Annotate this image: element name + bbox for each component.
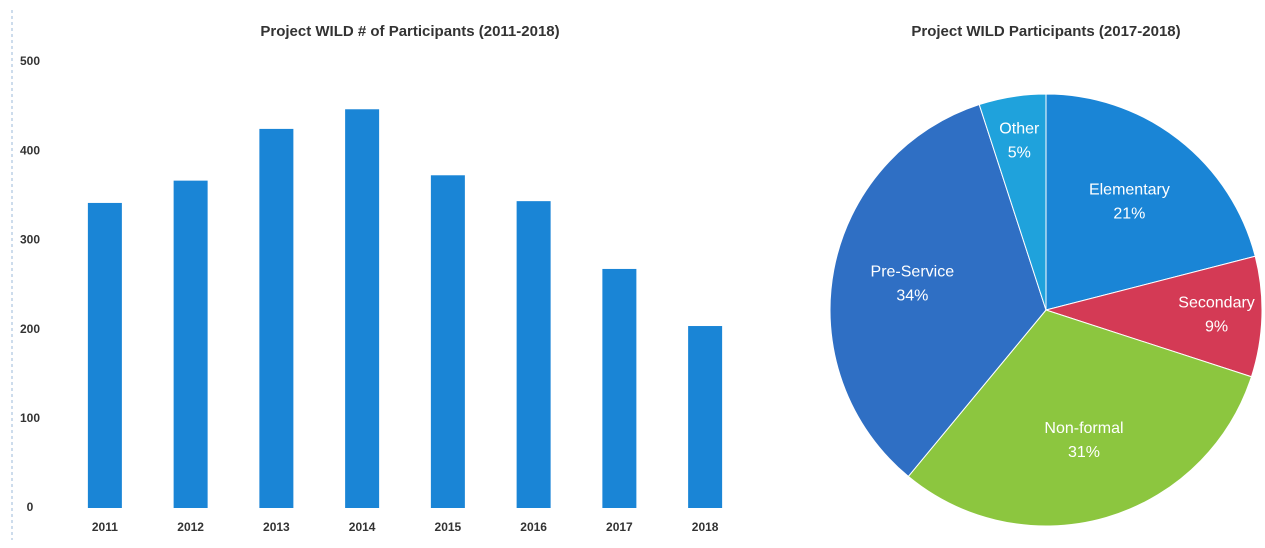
bar [430, 175, 465, 508]
slice-label: Other [999, 121, 1040, 138]
slice-value-label: 5% [1008, 145, 1031, 162]
x-tick-label: 2017 [606, 520, 633, 534]
pie-title: Project WILD Participants (2017-2018) [911, 23, 1180, 40]
slice-value-label: 9% [1205, 319, 1228, 336]
y-tick-label: 0 [27, 500, 34, 514]
bar [173, 180, 208, 509]
x-tick-label: 2013 [263, 520, 290, 534]
slice-value-label: 34% [896, 288, 928, 305]
slice-value-label: 21% [1113, 206, 1145, 223]
x-tick-label: 2011 [92, 520, 118, 534]
x-tick-label: 2016 [520, 520, 547, 534]
y-tick-label: 500 [20, 54, 40, 68]
slice-label: Non-formal [1044, 420, 1123, 437]
bar [87, 202, 122, 508]
pie-slice [978, 93, 1047, 311]
bar [345, 109, 380, 508]
y-tick-label: 400 [20, 143, 40, 157]
pie-slice [907, 309, 1253, 527]
slice-label: Elementary [1089, 182, 1170, 199]
pie-slice [829, 103, 1047, 478]
bar [259, 128, 294, 508]
x-tick-label: 2015 [435, 520, 462, 534]
slice-value-label: 31% [1068, 444, 1100, 461]
y-tick-label: 200 [20, 322, 40, 336]
bar [516, 201, 551, 509]
bar-title: Project WILD # of Participants (2011-201… [260, 23, 559, 40]
pie-slice [1044, 255, 1263, 378]
slice-label: Secondary [1178, 295, 1255, 312]
slice-label: Pre-Service [871, 264, 955, 281]
y-tick-label: 100 [20, 411, 40, 425]
x-tick-label: 2018 [692, 520, 719, 534]
x-tick-label: 2014 [349, 520, 376, 534]
y-tick-label: 300 [20, 233, 40, 247]
bar [688, 326, 723, 508]
bar [602, 268, 637, 508]
pie-slice [1045, 93, 1256, 311]
x-tick-label: 2012 [177, 520, 204, 534]
